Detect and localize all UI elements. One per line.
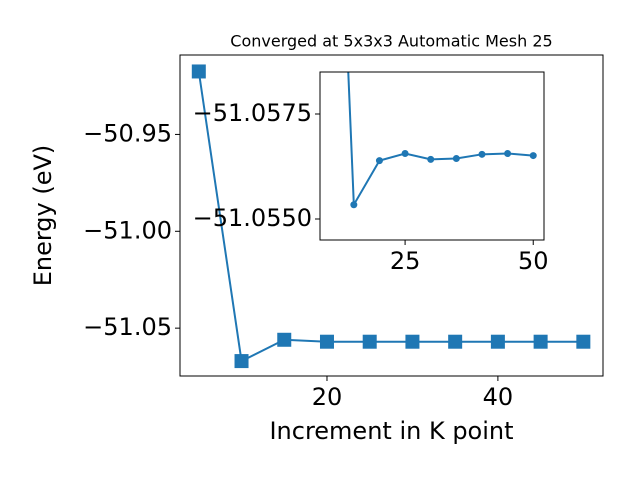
data-point — [350, 201, 358, 209]
data-point — [529, 152, 537, 160]
plot-clip — [347, 72, 537, 209]
y-tick-label: −50.95 — [83, 119, 172, 147]
y-axis-label: Energy (eV) — [29, 145, 57, 287]
y-tick-label: −51.00 — [83, 216, 172, 244]
data-point — [401, 149, 409, 157]
x-tick-label: 25 — [390, 247, 421, 275]
y-tick-label: −51.0575 — [193, 99, 312, 127]
data-point — [277, 332, 292, 347]
data-point — [533, 334, 548, 349]
plot-area — [320, 72, 544, 240]
x-axis-label: Increment in K point — [269, 417, 513, 445]
data-point — [576, 334, 591, 349]
axes-frame — [319, 71, 545, 241]
plot-clip — [191, 64, 591, 369]
y-tick-label: −51.0550 — [193, 204, 312, 232]
data-point — [452, 155, 460, 163]
axes-frame — [179, 54, 604, 377]
data-line — [197, 71, 584, 363]
x-tick-label: 40 — [483, 383, 514, 411]
data-point — [490, 334, 505, 349]
data-point — [427, 155, 435, 163]
chart-title: Converged at 5x3x3 Automatic Mesh 25 — [230, 32, 552, 51]
x-tick-label: 20 — [312, 383, 343, 411]
data-point — [319, 334, 334, 349]
data-point — [191, 64, 206, 79]
y-tick-label: −51.05 — [83, 313, 172, 341]
data-point — [504, 149, 512, 157]
data-point — [234, 354, 249, 369]
x-tick-label: 50 — [518, 247, 549, 275]
data-point — [375, 157, 383, 165]
data-point — [448, 334, 463, 349]
data-point — [362, 334, 377, 349]
data-point — [478, 150, 486, 158]
data-point — [405, 334, 420, 349]
